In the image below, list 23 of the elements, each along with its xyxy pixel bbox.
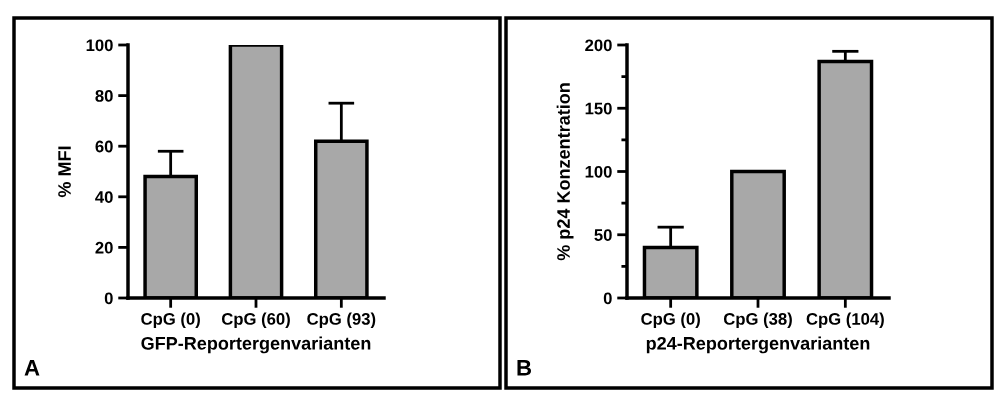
x-axis-title: p24-Reportergenvarianten bbox=[646, 336, 870, 354]
y-axis-title: % MFI bbox=[58, 146, 71, 198]
x-tick-label: CpG (38) bbox=[723, 312, 792, 329]
y-tick-label: 150 bbox=[585, 102, 612, 115]
y-tick-label: 40 bbox=[95, 191, 113, 203]
text: B bbox=[517, 360, 532, 376]
x-tick-label: CpG (0) bbox=[141, 312, 200, 329]
x-tick-label: CpG (93) bbox=[307, 312, 376, 329]
x-tick-label: CpG (0) bbox=[641, 312, 700, 329]
x-tick-label: CpG (104) bbox=[806, 312, 884, 329]
y-tick-label: 100 bbox=[86, 39, 113, 52]
y-tick-label: 60 bbox=[95, 140, 113, 153]
y-tick-label: 200 bbox=[585, 39, 612, 52]
y-axis-title: % p24 Konzentration bbox=[556, 83, 574, 261]
y-tick-label: 20 bbox=[95, 241, 113, 254]
y-tick-label: 80 bbox=[95, 90, 113, 102]
y-tick-label: 100 bbox=[585, 165, 612, 178]
x-tick-label: CpG (60) bbox=[221, 312, 290, 329]
y-tick-label: 50 bbox=[594, 229, 612, 241]
x-axis-title: GFP-Reportergenvarianten bbox=[141, 336, 371, 354]
y-tick-label: 0 bbox=[603, 292, 612, 305]
y-tick-label: 0 bbox=[104, 292, 113, 305]
text: A bbox=[24, 360, 40, 376]
